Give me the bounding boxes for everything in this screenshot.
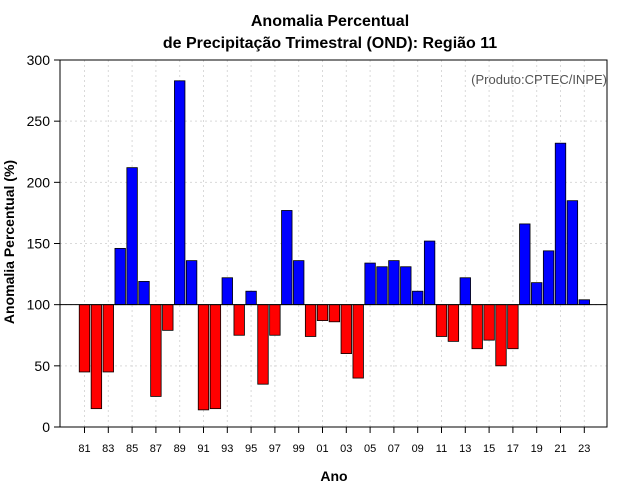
bar-03 (340, 304, 352, 354)
bar-87 (150, 304, 162, 397)
x-tick-label: 91 (197, 443, 209, 455)
bar-82 (90, 304, 103, 410)
x-tick-label: 21 (554, 443, 566, 455)
x-tick-label: 93 (221, 443, 233, 455)
y-tick-label: 150 (27, 236, 51, 252)
bar-08 (400, 266, 412, 306)
bar-15 (483, 304, 495, 341)
bar-17 (507, 304, 519, 350)
x-tick-label: 17 (507, 443, 519, 455)
bar-91 (197, 304, 210, 411)
bar-99 (293, 260, 305, 306)
chart-title-line1: Anomalia Percentual (251, 13, 409, 30)
bar-19 (531, 282, 543, 306)
x-axis-label: Ano (320, 468, 347, 484)
bar-85 (126, 167, 138, 306)
x-tick-label: 13 (459, 443, 471, 455)
bar-05 (364, 262, 376, 306)
bar-07 (388, 260, 400, 306)
y-tick-label: 250 (27, 113, 51, 129)
x-tick-label: 07 (388, 443, 400, 455)
x-tick-label: 95 (245, 443, 257, 455)
bar-12 (447, 304, 460, 342)
bar-16 (495, 304, 507, 367)
x-tick-label: 15 (483, 443, 495, 455)
y-tick-label: 50 (34, 358, 50, 374)
bar-88 (162, 304, 174, 331)
bar-11 (435, 304, 448, 337)
bar-06 (376, 266, 388, 306)
x-tick-label: 89 (174, 443, 186, 455)
bar-81 (78, 304, 91, 373)
bar-89 (174, 80, 186, 306)
bar-20 (542, 250, 555, 306)
x-tick-label: 05 (364, 443, 376, 455)
x-tick-label: 85 (126, 443, 138, 455)
x-tick-label: 01 (316, 443, 328, 455)
bar-84 (114, 247, 126, 306)
bar-13 (459, 277, 471, 306)
x-tick-label: 87 (150, 443, 162, 455)
x-tick-label: 97 (269, 443, 281, 455)
bar-02 (328, 304, 341, 323)
bar-96 (257, 304, 269, 385)
bar-04 (352, 304, 364, 379)
y-tick-label: 100 (27, 297, 51, 313)
x-tick-label: 09 (412, 443, 424, 455)
bars (78, 80, 590, 411)
bar-94 (233, 304, 245, 336)
bar-86 (138, 281, 150, 306)
x-tick-label: 23 (578, 443, 590, 455)
x-tick-label: 83 (102, 443, 114, 455)
bar-18 (519, 223, 531, 306)
source-note: (Produto:CPTEC/INPE) (471, 72, 607, 87)
x-tick-label: 19 (531, 443, 543, 455)
bar-98 (281, 210, 293, 306)
chart-title-line2: de Precipitação Trimestral (OND): Região… (163, 35, 497, 52)
bar-92 (209, 304, 222, 410)
x-tick-label: 11 (436, 443, 447, 455)
y-tick-label: 0 (42, 419, 50, 435)
x-tick-label: 99 (293, 443, 305, 455)
bar-97 (269, 304, 281, 336)
bar-21 (554, 142, 567, 306)
bar-10 (423, 240, 436, 306)
bar-83 (102, 304, 114, 373)
x-tick-label: 81 (78, 443, 90, 455)
bar-93 (221, 277, 233, 306)
y-axis: 0 50 100 150 200 250 300 (27, 52, 60, 435)
y-axis-label: Anomalia Percentual (%) (1, 160, 17, 324)
x-axis: 81 83 85 87 89 91 93 95 97 99 01 03 05 07 09 11 13 15 17 19… (78, 427, 590, 455)
bar-14 (471, 304, 483, 350)
bar-01 (316, 304, 329, 321)
bar-95 (245, 290, 257, 306)
bar-09 (412, 290, 424, 306)
y-tick-label: 200 (27, 174, 51, 190)
bar-00 (304, 304, 317, 337)
y-tick-label: 300 (27, 52, 51, 68)
x-tick-label: 03 (340, 443, 352, 455)
bar-90 (185, 260, 198, 306)
bar-22 (566, 200, 579, 306)
bar-23 (578, 299, 590, 306)
